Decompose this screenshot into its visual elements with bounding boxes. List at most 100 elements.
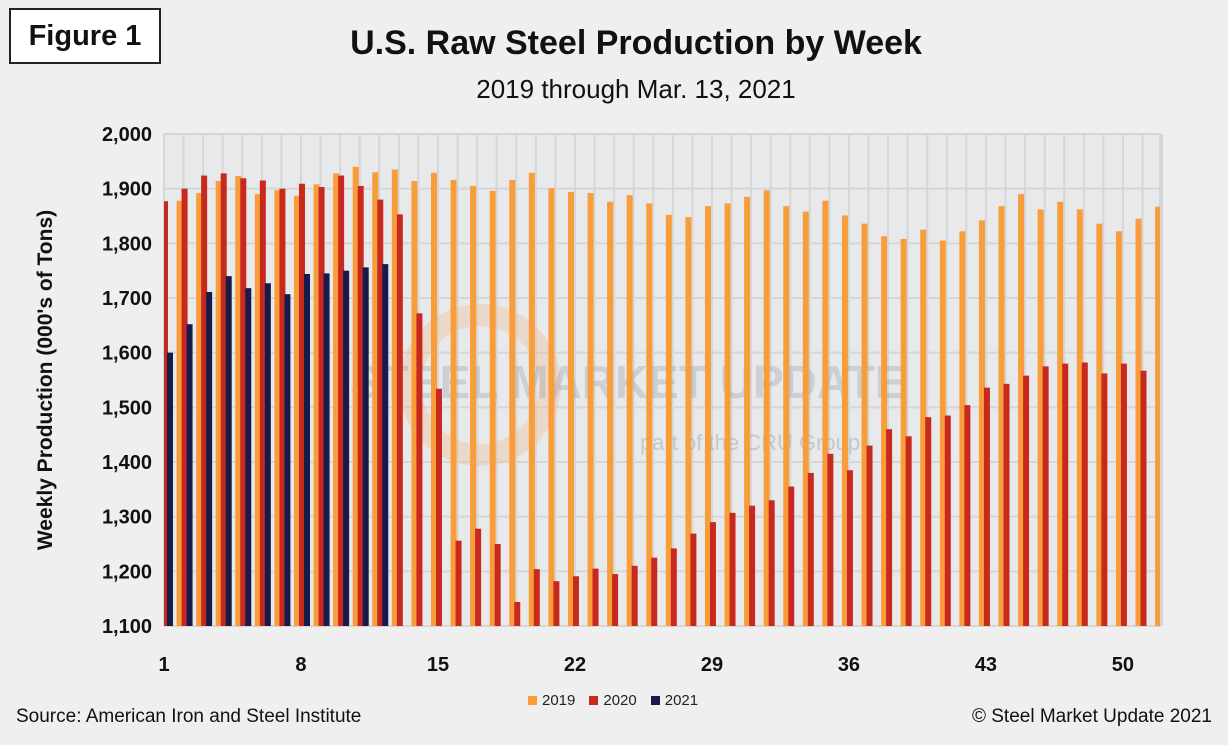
y-tick-label: 1,500 — [102, 397, 152, 419]
bar-2019-week-10 — [333, 173, 340, 626]
bar-2019-week-18 — [489, 190, 496, 626]
bar-2021-week-3 — [206, 291, 213, 626]
bar-2020-week-32 — [768, 500, 775, 626]
x-tick-label: 22 — [564, 654, 586, 676]
bar-2021-week-6 — [264, 283, 271, 626]
bar-2019-week-30 — [724, 203, 731, 626]
bar-2019-week-36 — [841, 215, 848, 626]
bar-2021-week-7 — [284, 294, 291, 626]
bar-2019-week-41 — [939, 240, 946, 626]
bar-2019-week-12 — [372, 172, 379, 626]
x-tick-label: 8 — [295, 654, 306, 676]
bar-2019-week-51 — [1135, 218, 1142, 626]
bar-2019-week-11 — [352, 166, 359, 626]
bar-2020-week-51 — [1140, 370, 1147, 626]
legend-swatch — [589, 696, 599, 705]
bar-2020-week-42 — [964, 405, 971, 626]
bar-2020-week-24 — [612, 574, 619, 626]
bar-2020-week-50 — [1120, 363, 1127, 626]
bar-2020-week-46 — [1042, 366, 1049, 626]
bar-2021-week-1 — [167, 352, 173, 626]
y-tick-label: 1,900 — [102, 179, 152, 201]
bar-2020-week-20 — [533, 569, 540, 626]
bar-2021-week-9 — [323, 273, 330, 626]
bar-2019-week-32 — [763, 190, 770, 626]
x-tick-label: 50 — [1112, 654, 1134, 676]
bar-2019-week-42 — [959, 231, 966, 626]
bar-2021-week-4 — [225, 276, 232, 626]
bar-2019-week-39 — [900, 238, 907, 626]
bar-2020-week-2 — [181, 188, 188, 626]
bar-2021-week-2 — [186, 324, 193, 626]
bar-2020-week-40 — [925, 417, 932, 626]
y-tick-label: 1,100 — [102, 616, 152, 638]
bar-2020-week-21 — [553, 581, 560, 626]
bar-2020-week-12 — [377, 199, 384, 626]
bar-2019-week-35 — [822, 200, 829, 626]
bar-2020-week-11 — [357, 185, 364, 626]
bar-2019-week-5 — [235, 176, 242, 626]
legend-label: 2019 — [542, 692, 576, 709]
bar-2020-week-39 — [905, 436, 912, 626]
bar-2020-week-28 — [690, 533, 697, 626]
bar-2021-week-12 — [382, 264, 389, 626]
bar-2019-week-20 — [528, 172, 535, 626]
bar-2020-week-17 — [475, 528, 482, 626]
bar-2020-week-22 — [572, 576, 579, 626]
bar-2019-week-33 — [783, 206, 790, 626]
bar-2020-week-34 — [807, 472, 814, 626]
y-tick-label: 1,200 — [102, 561, 152, 583]
bar-2019-week-15 — [430, 172, 437, 626]
bar-2019-week-49 — [1096, 223, 1103, 626]
bar-2019-week-45 — [1018, 194, 1025, 626]
bar-2020-week-4 — [220, 173, 227, 626]
bar-2020-week-44 — [1003, 383, 1010, 626]
bar-2019-week-22 — [567, 191, 574, 626]
bar-2019-week-25 — [626, 195, 633, 626]
bar-2020-week-35 — [827, 453, 834, 626]
bar-2019-week-6 — [254, 194, 261, 626]
legend-item-2019: 2019 — [528, 692, 575, 709]
bar-2019-week-13 — [391, 169, 398, 626]
figure-label: Figure 1 — [9, 8, 161, 64]
legend: 2019 2020 2021 — [528, 692, 698, 709]
bar-2020-week-38 — [886, 429, 893, 626]
bar-2020-week-43 — [983, 387, 990, 626]
bar-2019-week-27 — [665, 214, 672, 626]
bar-2019-week-2 — [176, 200, 183, 626]
bar-2020-week-13 — [396, 214, 403, 626]
bar-2019-week-37 — [861, 223, 868, 626]
y-tick-label: 1,800 — [102, 233, 152, 255]
bar-2020-week-27 — [670, 548, 677, 626]
chart-subtitle: 2019 through Mar. 13, 2021 — [476, 74, 796, 104]
bar-2020-week-49 — [1101, 373, 1108, 626]
y-tick-label: 2,000 — [102, 124, 152, 146]
bars — [164, 166, 1160, 626]
bar-2020-week-8 — [298, 183, 305, 626]
bar-2019-week-47 — [1057, 201, 1064, 626]
bar-2020-week-5 — [240, 178, 247, 626]
x-tick-label: 36 — [838, 654, 860, 676]
bar-2020-week-16 — [455, 540, 462, 626]
bar-2020-week-15 — [435, 388, 442, 626]
plot-background — [164, 134, 1160, 626]
bar-2019-week-14 — [411, 181, 418, 626]
bar-2020-week-37 — [866, 445, 873, 626]
bar-2020-week-26 — [651, 557, 658, 626]
bar-2020-week-25 — [631, 565, 638, 626]
bar-2019-week-23 — [587, 193, 594, 626]
bar-2019-week-9 — [313, 184, 320, 626]
bar-2021-week-10 — [343, 270, 350, 626]
source-note: Source: American Iron and Steel Institut… — [16, 706, 362, 727]
bar-2020-week-33 — [788, 486, 795, 626]
bar-2021-week-11 — [362, 267, 369, 626]
bar-2020-week-14 — [416, 313, 423, 626]
legend-item-2020: 2020 — [589, 692, 637, 709]
y-axis-label: Weekly Production (000's of Tons) — [34, 210, 57, 550]
bar-2019-week-31 — [744, 196, 751, 626]
bar-2019-week-16 — [450, 179, 457, 626]
y-tick-label: 1,300 — [102, 507, 152, 529]
bar-2020-week-47 — [1062, 363, 1069, 626]
bar-2019-week-48 — [1076, 209, 1083, 626]
